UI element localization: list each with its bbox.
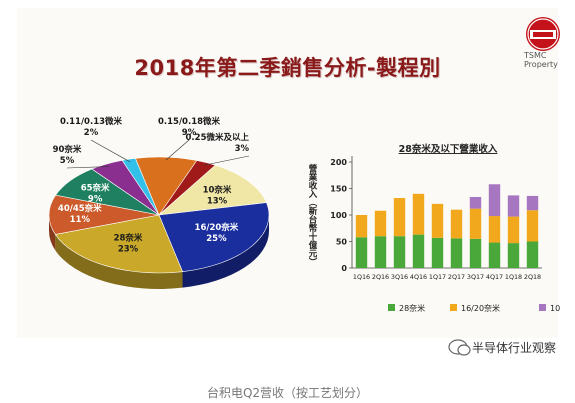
bar-segment [450,238,463,268]
bar-segment [526,241,539,268]
pie-slice [54,214,183,274]
bar-segment [507,216,520,244]
bar-segment [488,242,501,268]
bar-chart-title: 28奈米及以下營業收入 [399,143,498,155]
y-tick-label: 50 [336,238,348,247]
x-tick-label: 1Q17 [429,273,446,281]
x-tick-label: 2Q16 [372,273,389,281]
pie-slice-value: 23% [118,244,139,254]
tsmc-logo [526,17,560,51]
pie-slice-value: 25% [206,234,227,244]
pie-leader-line [66,166,110,169]
bar-segment [469,196,482,209]
pie-slice-label: 0.25微米及以上 [186,132,250,143]
pie-slice-label: 0.15/0.18微米 [158,116,221,127]
pie-slice [48,194,160,235]
pie-leader-line [203,155,250,166]
pie-slice-label: 16/20奈米 [195,222,239,233]
y-tick-label: 200 [330,158,347,167]
pie-leader-line [165,139,190,161]
legend-label: 10奈米 [550,303,560,313]
bar-segment [431,237,444,268]
bar-segment [469,208,482,239]
pie-slice-side [182,215,269,288]
pie-slice-label: 10奈米 [203,184,232,195]
pie-slice-value: 3% [235,144,250,154]
y-tick-label: 100 [330,211,347,220]
bar-segment [412,234,425,268]
legend-label: 28奈米 [399,303,425,313]
x-tick-label: 1Q18 [505,273,522,281]
pie-slice-side [49,215,56,251]
legend-swatch [388,304,395,311]
bar-segment [355,215,368,238]
watermark-text: 半导体行业观察 [472,341,557,355]
bar-segment [431,203,444,238]
bar-segment [507,195,520,217]
pie-slice-label: 28奈米 [114,232,143,243]
y-axis-label: 營業收入（新台幣十億元） [307,163,318,266]
pie-slice-value: 11% [70,215,91,225]
image-caption: 台积电Q2营收（按工艺划分） [206,386,369,400]
x-tick-label: 3Q17 [467,273,484,281]
bar-segment [488,184,501,217]
x-tick-label: 2Q17 [448,273,465,281]
bar-segment [488,216,501,243]
legend-swatch [539,304,546,311]
pie-slice-side [55,234,183,289]
pie-slice-label: 90奈米 [53,144,82,155]
wechat-watermark-icon [448,339,471,356]
bar-segment [412,193,425,235]
logo-caption: TSMC Property [524,51,558,69]
pie-slice-value: 9% [182,128,197,138]
pie-leader-line [90,139,131,163]
y-tick-label: 150 [330,185,347,194]
bar-segment [393,236,406,268]
x-tick-label: 4Q17 [486,273,503,281]
bar-segment [393,198,406,237]
y-tick-label: 0 [341,264,347,273]
x-tick-label: 1Q16 [353,273,370,281]
pie-slice [135,156,198,216]
pie-slice-label: 0.11/0.13微米 [60,116,123,127]
legend-swatch [450,304,457,311]
bar-segment [507,243,520,268]
bar-segment [469,238,482,268]
bar-segment [355,237,368,268]
pie-slice-value: 13% [207,196,228,206]
bar-segment [526,210,539,242]
legend-label: 16/20奈米 [461,303,500,313]
bar-segment [526,195,539,211]
pie-slice-value: 5% [60,156,75,166]
bar-segment [450,209,463,239]
slide-title: 2018年第二季銷售分析-製程別 [134,56,441,80]
x-tick-label: 4Q16 [410,273,427,281]
pie-slice [158,202,270,272]
bar-segment [374,210,387,237]
x-tick-label: 3Q16 [391,273,408,281]
pie-slice-value: 9% [88,194,103,204]
x-tick-label: 2Q18 [524,273,541,281]
pie-slice [158,164,267,216]
pie-slice-value: 2% [84,128,99,138]
pie-slice-label: 40/45奈米 [58,203,102,214]
pie-slice-label: 65奈米 [81,182,110,193]
bar-segment [374,236,387,268]
